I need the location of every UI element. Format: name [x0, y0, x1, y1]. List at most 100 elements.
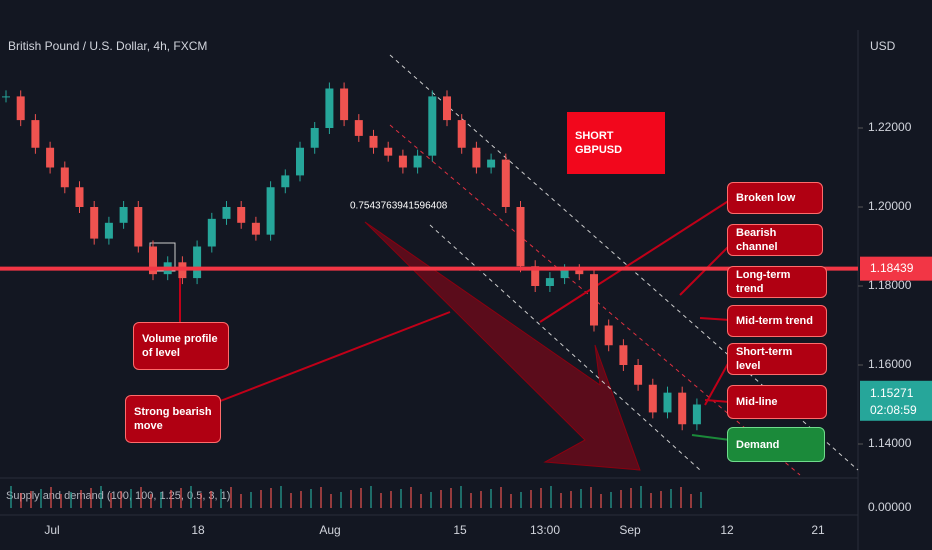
candle: [46, 147, 55, 168]
indicator-bar: [310, 489, 312, 508]
indicator-bar: [220, 489, 222, 508]
candle: [193, 246, 202, 279]
indicator-bar: [680, 487, 682, 508]
candle: [2, 96, 10, 98]
candle: [634, 365, 643, 385]
pointer: [539, 199, 731, 323]
indicator-bar: [30, 491, 32, 508]
price-tick-label: 1.22000: [868, 120, 912, 134]
indicator-bar: [190, 486, 192, 508]
candle: [648, 384, 657, 413]
indicator-bar: [560, 493, 562, 508]
short-label: SHORT GBPUSD: [567, 112, 665, 174]
indicator-bar: [370, 486, 372, 508]
indicator-bar: [320, 487, 322, 508]
indicator-bar: [630, 488, 632, 508]
candle: [457, 120, 466, 148]
price-tick-label: 1.18000: [868, 278, 912, 292]
candle: [75, 187, 84, 207]
candle: [560, 270, 569, 279]
candle: [501, 159, 510, 207]
indicator-bar: [640, 486, 642, 508]
candle: [281, 175, 290, 188]
indicator-bar: [270, 488, 272, 508]
indicator-bar: [540, 488, 542, 508]
indicator-bar: [360, 488, 362, 508]
indicator-bar: [620, 490, 622, 508]
indicator-bar: [290, 493, 292, 508]
pointer: [209, 311, 451, 406]
candle: [487, 159, 496, 168]
pointer-demand: [691, 434, 731, 441]
indicator-bar: [390, 491, 392, 508]
fib-value: 0.7543763941596408: [350, 201, 448, 212]
pointer: [704, 399, 731, 403]
indicator-bar: [50, 487, 52, 508]
candle: [663, 392, 672, 413]
candle: [149, 246, 157, 275]
indicator-bar: [350, 490, 352, 508]
indicator-bar: [120, 491, 122, 508]
indicator-bar: [500, 487, 502, 508]
price-tick-label: 1.14000: [868, 436, 912, 450]
indicator-bar: [210, 491, 212, 508]
indicator-bar: [60, 494, 62, 508]
candle: [237, 207, 246, 223]
indicator-bar: [470, 493, 472, 508]
candle: [222, 207, 231, 219]
indicator-bar: [160, 492, 162, 508]
candle: [428, 96, 437, 156]
time-label: 18: [191, 523, 205, 537]
candle: [266, 187, 275, 235]
indicator-bar: [430, 492, 432, 508]
indicator-bar: [340, 492, 342, 508]
indicator-label: Supply and demand (100, 100, 1.25, 0.5, …: [6, 490, 230, 502]
candle: [340, 88, 349, 121]
candle: [310, 128, 319, 148]
last-price-badge: [860, 380, 932, 421]
time-label: 13:00: [530, 523, 560, 537]
indicator-bar: [170, 490, 172, 508]
time-label: Aug: [319, 523, 340, 537]
candle: [354, 120, 363, 136]
candle: [60, 167, 69, 188]
candle: [590, 274, 598, 326]
indicator-bar: [80, 490, 82, 508]
price-tick-label: 1.20000: [868, 199, 912, 213]
indicator-bar: [140, 487, 142, 508]
price-level-badge: [860, 256, 932, 281]
indicator-bar: [510, 494, 512, 508]
annotation: Short-term level: [727, 343, 827, 375]
candle: [16, 96, 25, 121]
indicator-bar: [490, 489, 492, 508]
candle: [325, 88, 334, 128]
countdown: 02:08:59: [870, 403, 917, 417]
candle: [119, 207, 128, 223]
indicator-bar: [670, 489, 672, 508]
time-label: 15: [453, 523, 467, 537]
candle: [104, 222, 113, 239]
indicator-bar: [440, 490, 442, 508]
candle: [443, 96, 451, 121]
price-level-label: 1.18439: [870, 261, 914, 275]
indicator-bar: [200, 493, 202, 508]
time-label: Sep: [619, 523, 641, 537]
candle: [413, 155, 422, 168]
candle: [398, 155, 407, 168]
candle: [296, 147, 304, 176]
indicator-bar: [100, 486, 102, 508]
indicator-bar: [280, 486, 282, 508]
indicator-bar: [580, 489, 582, 508]
annotation: Long-term trend: [727, 266, 827, 298]
candle: [516, 207, 525, 267]
candle: [369, 135, 378, 148]
indicator-bar: [380, 493, 382, 508]
indicator-bar: [260, 490, 262, 508]
indicator-bar: [410, 487, 412, 508]
candle: [472, 147, 481, 168]
last-price-label: 1.15271: [870, 386, 914, 400]
indicator-bar: [570, 491, 572, 508]
price-tick-label: 1.16000: [868, 357, 912, 371]
